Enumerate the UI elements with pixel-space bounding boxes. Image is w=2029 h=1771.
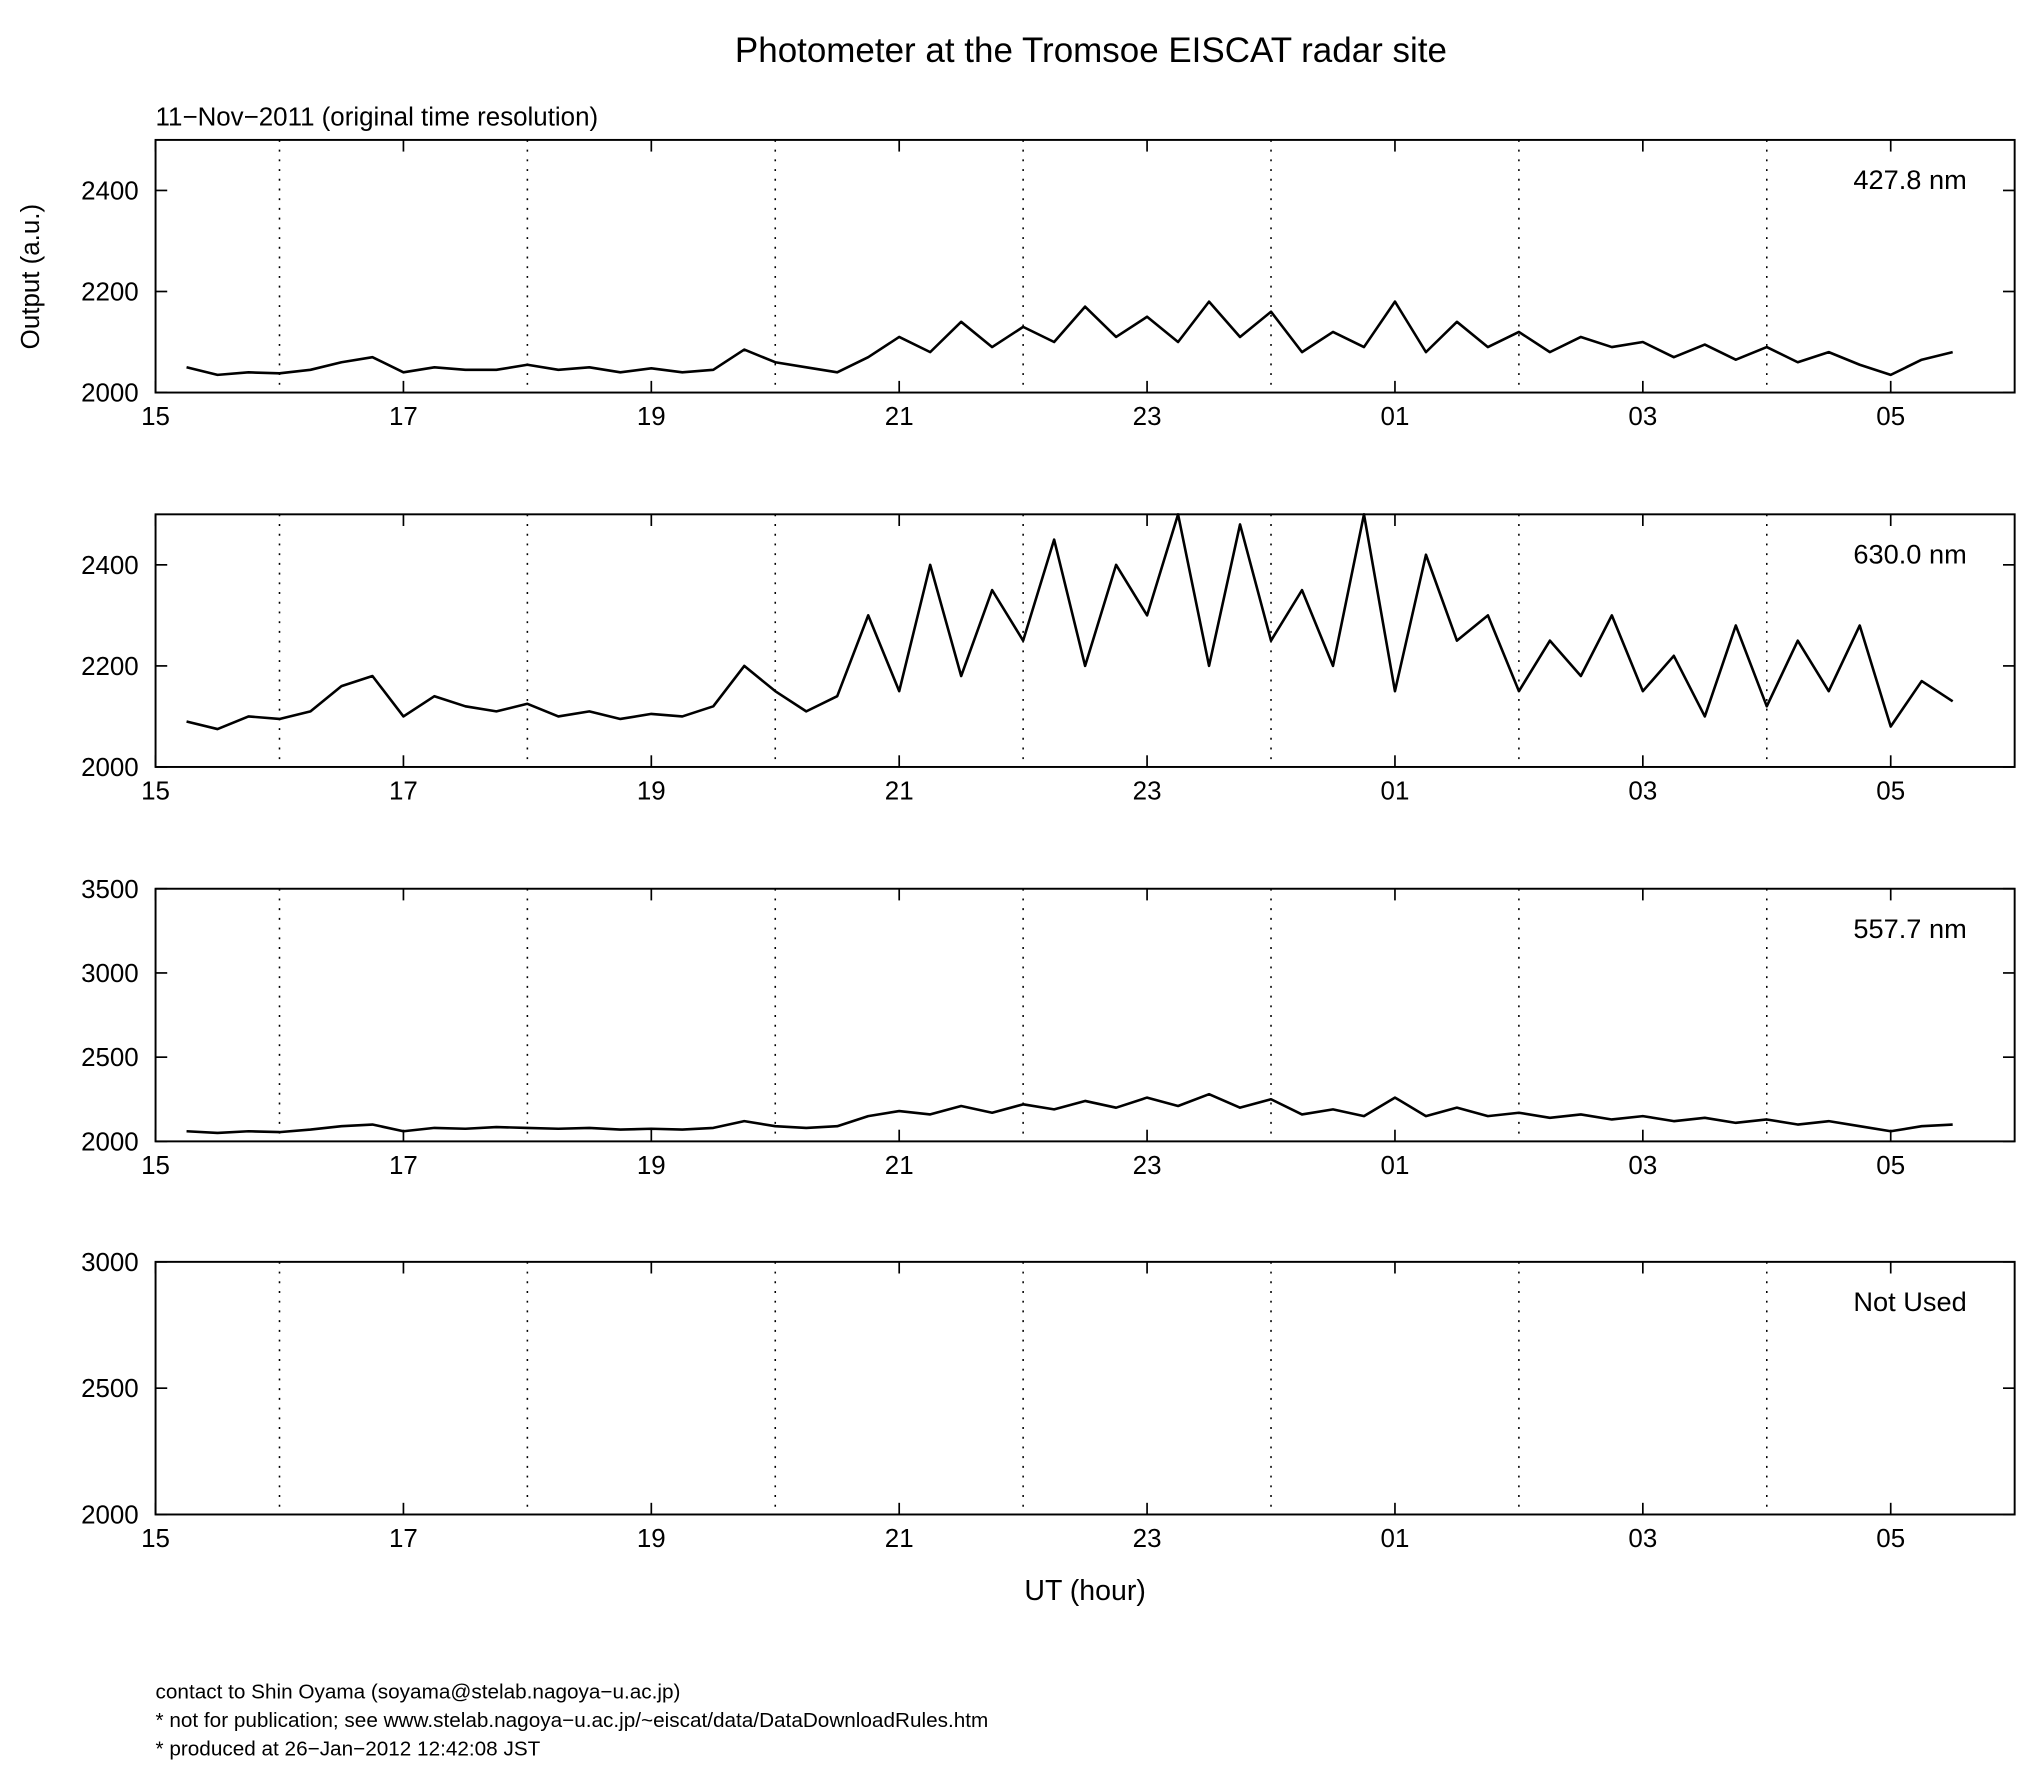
axes-frame (154, 138, 2016, 394)
y-tick-label: 2000 (81, 754, 139, 782)
panel-label: 557.7 nm (1853, 913, 1966, 944)
data-line (186, 300, 1953, 377)
x-tick-label: 23 (1133, 1525, 1162, 1553)
y-tick-label: 2200 (81, 279, 139, 307)
x-tick-label: 05 (1876, 1152, 1905, 1180)
y-tick-label: 2000 (81, 1128, 139, 1156)
x-tick-label: 21 (885, 403, 914, 431)
x-tick-label: 03 (1628, 403, 1657, 431)
x-tick-label: 19 (637, 1525, 666, 1553)
x-tick-label: 23 (1133, 403, 1162, 431)
x-tick-label: 01 (1381, 1525, 1410, 1553)
x-tick-label: 05 (1876, 1525, 1905, 1553)
x-axis-label: UT (hour) (1024, 1575, 1145, 1607)
x-tick-label: 17 (389, 777, 418, 805)
x-tick-label: 23 (1133, 1152, 1162, 1180)
x-tick-label: 05 (1876, 403, 1905, 431)
x-tick-label: 01 (1381, 777, 1410, 805)
panel-label: 630.0 nm (1853, 539, 1966, 570)
x-tick-label: 19 (637, 777, 666, 805)
x-tick-label: 01 (1381, 403, 1410, 431)
figure-title: Photometer at the Tromsoe EISCAT radar s… (735, 31, 1447, 70)
axes-frame (154, 887, 2016, 1143)
x-tick-label: 17 (389, 1152, 418, 1180)
y-tick-label: 2500 (81, 1375, 139, 1403)
y-tick-label: 3500 (81, 876, 139, 904)
x-tick-label: 01 (1381, 1152, 1410, 1180)
x-tick-label: 15 (141, 1152, 170, 1180)
y-tick-label: 3000 (81, 960, 139, 988)
data-line (186, 513, 1954, 731)
y-tick-label: 2400 (81, 178, 139, 206)
footer-line: contact to Shin Oyama (soyama@stelab.nag… (156, 1680, 681, 1703)
x-tick-label: 03 (1628, 1525, 1657, 1553)
panel-label: 427.8 nm (1853, 164, 1966, 195)
y-tick-label: 2000 (81, 380, 139, 408)
x-tick-label: 03 (1628, 777, 1657, 805)
x-tick-label: 21 (885, 1525, 914, 1553)
x-tick-label: 17 (389, 1525, 418, 1553)
footer-line: * not for publication; see www.stelab.na… (156, 1709, 989, 1732)
subtitle: 11−Nov−2011 (original time resolution) (156, 104, 599, 132)
x-tick-label: 23 (1133, 777, 1162, 805)
y-tick-label: 2200 (81, 653, 139, 681)
x-tick-label: 19 (637, 1152, 666, 1180)
x-tick-label: 15 (141, 403, 170, 431)
data-line (186, 1092, 1953, 1135)
x-tick-label: 15 (141, 1525, 170, 1553)
y-axis-label: Output (a.u.) (17, 204, 45, 349)
x-tick-label: 05 (1876, 777, 1905, 805)
x-tick-label: 17 (389, 403, 418, 431)
y-tick-label: 2400 (81, 552, 139, 580)
y-tick-label: 2500 (81, 1044, 139, 1072)
axes-frame (154, 1260, 2016, 1516)
x-tick-label: 15 (141, 777, 170, 805)
x-tick-label: 19 (637, 403, 666, 431)
axes-frame (154, 513, 2016, 768)
y-tick-label: 3000 (81, 1249, 139, 1277)
y-tick-label: 2000 (81, 1502, 139, 1530)
x-tick-label: 21 (885, 1152, 914, 1180)
panel-label: Not Used (1853, 1286, 1966, 1317)
x-tick-label: 21 (885, 777, 914, 805)
footer-line: * produced at 26−Jan−2012 12:42:08 JST (156, 1737, 541, 1760)
x-tick-label: 03 (1628, 1152, 1657, 1180)
